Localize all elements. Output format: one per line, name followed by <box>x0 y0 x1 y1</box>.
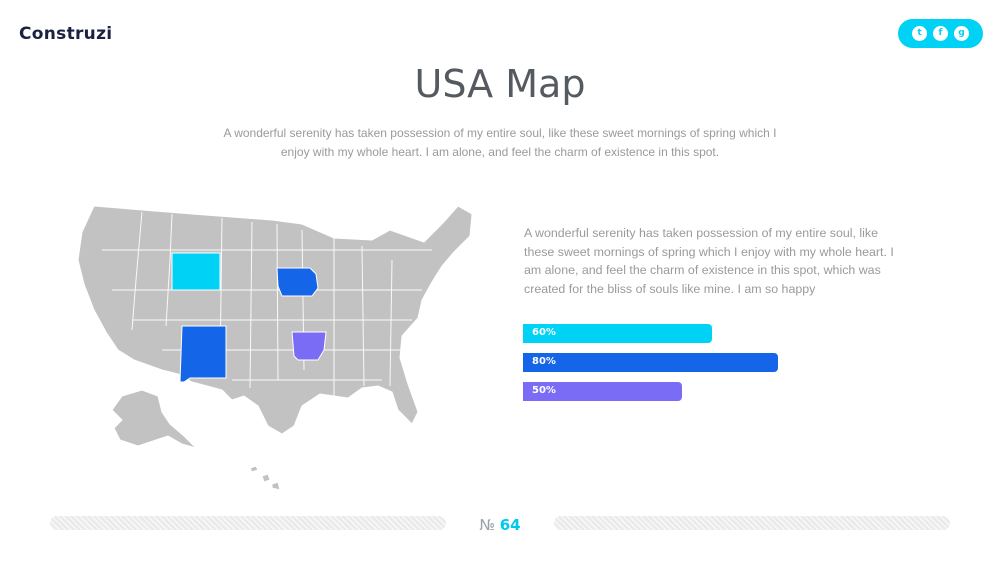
progress-bar-label: 50% <box>532 385 556 396</box>
page-title: USA Map <box>414 62 586 106</box>
map-state-wyoming <box>171 252 221 291</box>
page-subtitle: A wonderful serenity has taken possessio… <box>223 126 777 159</box>
facebook-icon[interactable]: f <box>933 26 948 41</box>
page-number: № 64 <box>0 516 1000 534</box>
map-alaska <box>111 389 198 450</box>
body-paragraph: A wonderful serenity has taken possessio… <box>524 226 894 296</box>
progress-bars: 60% 80% 50% <box>523 324 883 404</box>
usa-map <box>77 205 473 490</box>
progress-bar: 60% <box>523 324 712 343</box>
social-links: t f g <box>898 19 983 48</box>
footer-divider-left <box>50 516 446 530</box>
progress-bar-label: 60% <box>532 327 556 338</box>
footer-divider-right <box>554 516 950 530</box>
map-hawaii <box>249 465 281 490</box>
map-state-iowa <box>276 267 319 297</box>
page-number-prefix: № <box>479 516 495 534</box>
map-state-arkansas <box>291 331 327 361</box>
progress-bar: 50% <box>523 382 682 401</box>
progress-bar-label: 80% <box>532 356 556 367</box>
brand-logo: Construzi <box>19 24 113 44</box>
google-plus-icon[interactable]: g <box>954 26 969 41</box>
twitter-icon[interactable]: t <box>912 26 927 41</box>
map-state-new-mexico <box>179 325 227 383</box>
page-number-value: 64 <box>499 516 521 534</box>
progress-bar: 80% <box>523 353 778 372</box>
